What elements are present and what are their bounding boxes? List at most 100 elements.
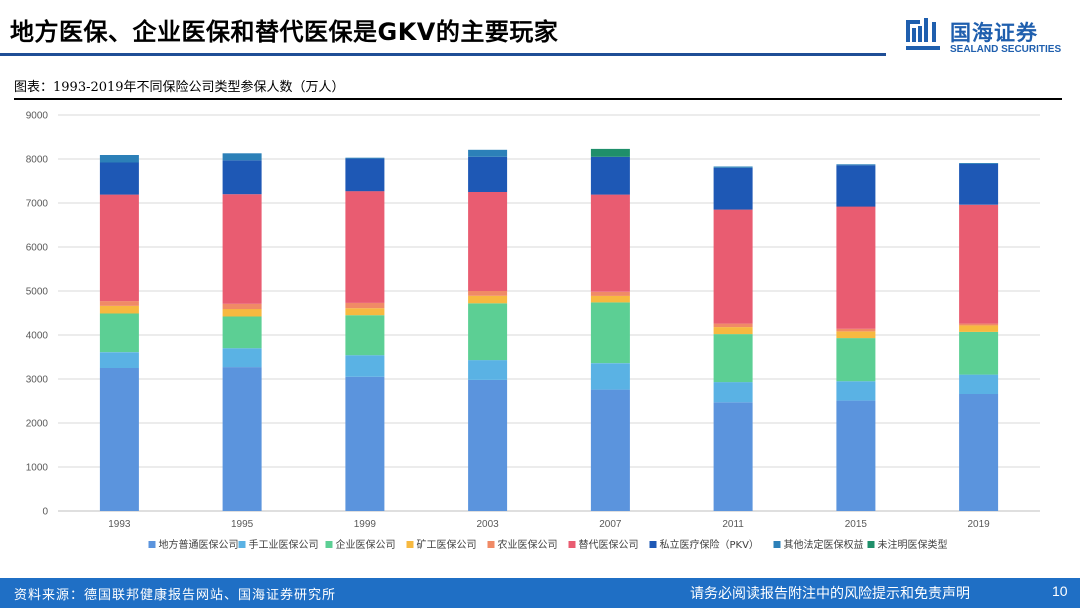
bar-segment: [345, 315, 385, 356]
bar-segment: [468, 303, 508, 361]
y-tick-label: 1000: [26, 463, 49, 474]
legend-swatch: [568, 541, 576, 548]
stacked-bar-chart: 0 1000 2000 3000 4000 5000 6000 7000 8000 9000 199…: [26, 111, 1040, 551]
legend-item: 手工业医保公司: [238, 538, 319, 551]
bar-segment: [468, 156, 508, 192]
title-divider: [0, 53, 886, 56]
bar-segment: [345, 308, 385, 316]
legend-item: 矿工医保公司: [406, 538, 477, 551]
bar-segment: [836, 338, 876, 382]
bar-segment: [959, 325, 999, 332]
legend-swatch: [867, 541, 875, 548]
figure-caption: 图表：1993-2019年不同保险公司类型参保人数（万人）: [14, 80, 345, 95]
legend-label: 其他法定医保权益: [784, 538, 864, 551]
bar-segment: [590, 156, 630, 195]
bar-segment: [959, 323, 999, 326]
bar-segment: [468, 149, 508, 157]
bar-segment: [959, 374, 999, 394]
bar-segment: [222, 309, 262, 317]
bar-segment: [222, 348, 262, 368]
bar-segment: [713, 334, 753, 383]
x-tick-label: 1995: [231, 519, 254, 530]
legend-swatch: [238, 541, 246, 548]
x-tick-label: 1999: [354, 519, 377, 530]
x-tick-label: 2003: [477, 519, 500, 530]
bar-segment: [222, 316, 262, 349]
page-title: 地方医保、企业医保和替代医保是GKV的主要玩家: [10, 18, 559, 46]
x-tick-label: 1993: [108, 519, 131, 530]
x-tick-label: 2007: [599, 519, 622, 530]
bar-segment: [345, 158, 385, 192]
bar-segment: [345, 157, 385, 159]
legend-label: 农业医保公司: [498, 538, 558, 551]
x-tick-label: 2015: [845, 519, 868, 530]
x-tick-label: 2019: [968, 519, 991, 530]
bar-segment: [836, 400, 876, 511]
bar-segment: [959, 394, 999, 511]
legend-label: 企业医保公司: [336, 538, 396, 551]
y-tick-label: 6000: [26, 243, 49, 254]
page-number: 10: [1052, 583, 1068, 599]
x-tick-label: 2011: [722, 519, 744, 530]
bar-group: [99, 148, 999, 511]
bar-segment: [836, 328, 876, 332]
bar-segment: [836, 381, 876, 401]
legend-item: 其他法定医保权益: [773, 538, 864, 551]
legend-swatch: [649, 541, 657, 548]
bar-segment: [836, 206, 876, 329]
legend-swatch: [773, 541, 781, 548]
legend-label: 手工业医保公司: [249, 538, 319, 551]
y-tick-label: 4000: [26, 331, 49, 342]
bar-segment: [99, 352, 139, 368]
bar-segment: [222, 367, 262, 511]
bar-segment: [590, 148, 630, 157]
legend-item: 地方普通医保公司: [148, 538, 239, 551]
bar-segment: [222, 303, 262, 310]
legend-swatch: [406, 541, 414, 548]
grid-lines: [58, 114, 1040, 512]
y-tick-label: 2000: [26, 419, 49, 430]
bar-segment: [468, 379, 508, 511]
footer-bar: 资料来源：德国联邦健康报告网站、国海证券研究所 请务必阅读报告附注中的风险提示和…: [0, 578, 1080, 608]
bar-segment: [468, 291, 508, 296]
bar-segment: [590, 389, 630, 511]
legend-swatch: [487, 541, 495, 548]
legend-label: 未注明医保类型: [878, 538, 948, 551]
bar-segment: [836, 164, 876, 166]
bar-segment: [99, 368, 139, 511]
bar-segment: [222, 153, 262, 161]
bar-segment: [99, 306, 139, 314]
legend-item: 企业医保公司: [325, 538, 396, 551]
bar-segment: [99, 162, 139, 195]
legend-label: 矿工医保公司: [417, 538, 477, 551]
bar-segment: [590, 363, 630, 390]
bar-segment: [959, 163, 999, 164]
bar-segment: [222, 160, 262, 195]
y-tick-label: 8000: [26, 155, 49, 166]
y-tick-label: 3000: [26, 375, 49, 386]
bar-segment: [713, 382, 753, 403]
disclaimer-note: 请务必阅读报告附注中的风险提示和免责声明: [690, 586, 970, 602]
bar-segment: [959, 204, 999, 324]
bar-segment: [713, 327, 753, 335]
bar-segment: [99, 301, 139, 306]
bar-segment: [590, 295, 630, 303]
bar-segment: [345, 355, 385, 377]
bar-segment: [99, 194, 139, 302]
bar-segment: [713, 402, 753, 511]
bar-segment: [959, 331, 999, 375]
bar-segment: [713, 323, 753, 328]
bar-segment: [590, 291, 630, 296]
legend-label: 私立医疗保险（PKV）: [660, 538, 759, 551]
y-tick-label: 0: [42, 507, 48, 518]
bar-segment: [713, 167, 753, 210]
bar-segment: [468, 192, 508, 291]
y-tick-label: 9000: [26, 111, 49, 122]
brand-logo: 国海证券 SEALAND SECURITIES: [906, 16, 1066, 60]
bar-segment: [99, 155, 139, 163]
legend-item: 农业医保公司: [487, 538, 558, 551]
bar-segment: [713, 209, 753, 324]
bar-segment: [590, 302, 630, 364]
legend-swatch: [325, 541, 333, 548]
logo-english-name: SEALAND SECURITIES: [950, 44, 1062, 55]
